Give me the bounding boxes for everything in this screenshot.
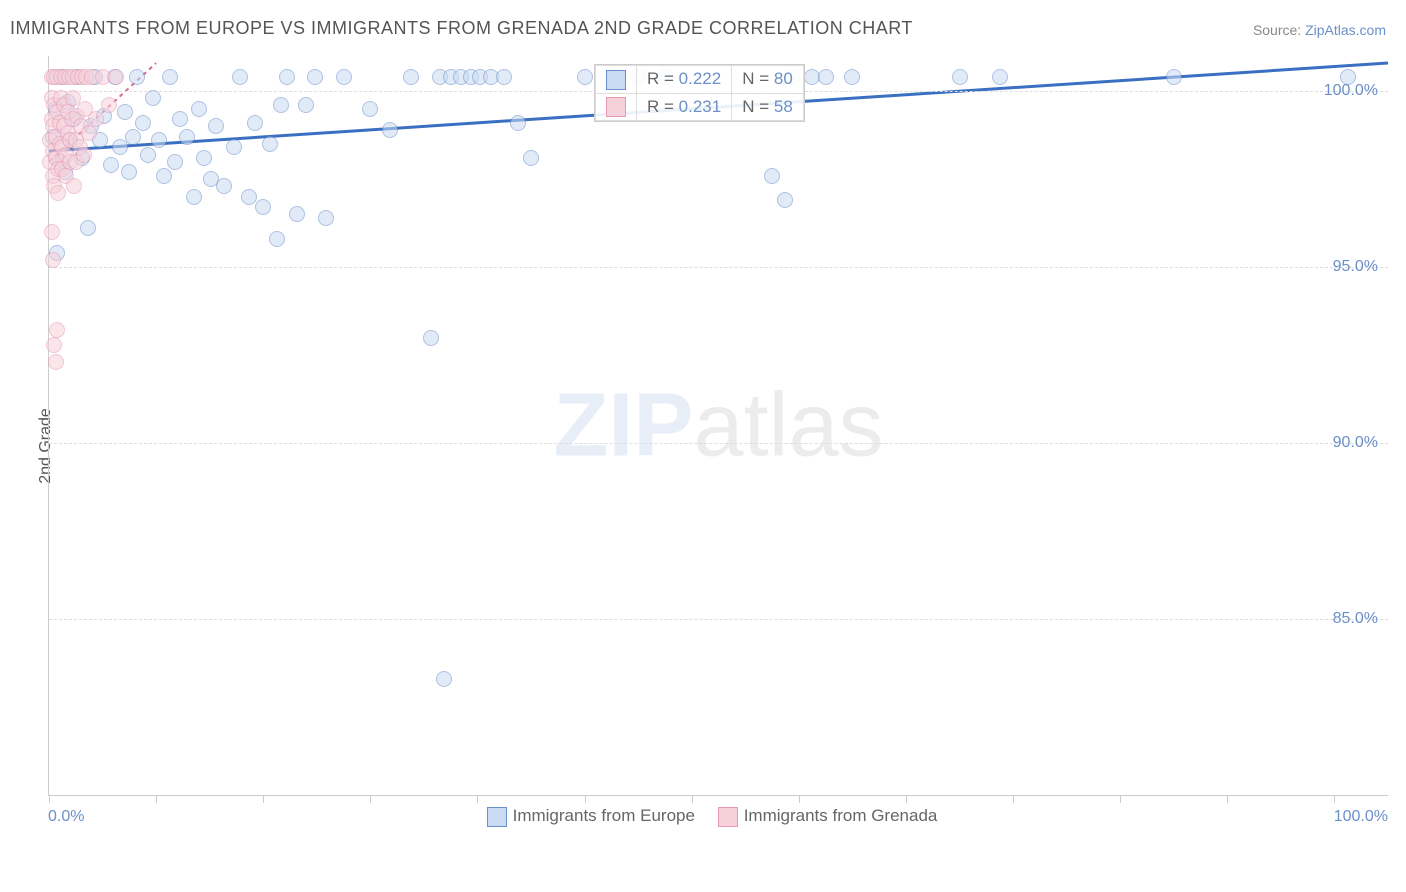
data-point: [167, 154, 183, 170]
watermark-zip: ZIP: [553, 375, 693, 475]
data-point: [423, 330, 439, 346]
data-point: [777, 192, 793, 208]
data-point: [151, 132, 167, 148]
data-point: [262, 136, 278, 152]
data-point: [496, 69, 512, 85]
gridline: [49, 619, 1388, 620]
data-point: [307, 69, 323, 85]
x-tick: [906, 795, 907, 803]
data-point: [216, 178, 232, 194]
data-point: [1166, 69, 1182, 85]
x-tick: [156, 795, 157, 803]
data-point: [101, 97, 117, 113]
data-point: [241, 189, 257, 205]
data-point: [48, 354, 64, 370]
data-point: [318, 210, 334, 226]
x-tick: [1334, 795, 1335, 803]
data-point: [247, 115, 263, 131]
data-point: [121, 164, 137, 180]
data-point: [403, 69, 419, 85]
data-point: [76, 147, 92, 163]
data-point: [952, 69, 968, 85]
data-point: [81, 125, 97, 141]
data-point: [818, 69, 834, 85]
data-point: [992, 69, 1008, 85]
y-tick-label: 90.0%: [1333, 434, 1378, 452]
data-point: [172, 111, 188, 127]
data-point: [208, 118, 224, 134]
data-point: [273, 97, 289, 113]
x-tick: [799, 795, 800, 803]
source-link[interactable]: ZipAtlas.com: [1305, 22, 1386, 38]
data-point: [117, 104, 133, 120]
data-point: [80, 220, 96, 236]
data-point: [232, 69, 248, 85]
source-credit: Source: ZipAtlas.com: [1253, 22, 1386, 38]
data-point: [764, 168, 780, 184]
legend-label-grenada: Immigrants from Grenada: [744, 806, 938, 825]
data-point: [103, 157, 119, 173]
x-tick: [585, 795, 586, 803]
data-point: [279, 69, 295, 85]
data-point: [88, 111, 104, 127]
y-tick-label: 95.0%: [1333, 258, 1378, 276]
chart-title: IMMIGRANTS FROM EUROPE VS IMMIGRANTS FRO…: [10, 18, 913, 39]
data-point: [362, 101, 378, 117]
data-point: [336, 69, 352, 85]
watermark: ZIPatlas: [553, 374, 883, 477]
data-point: [186, 189, 202, 205]
x-tick: [263, 795, 264, 803]
gridline: [49, 443, 1388, 444]
data-point: [145, 90, 161, 106]
y-tick-label: 100.0%: [1324, 82, 1378, 100]
data-point: [289, 206, 305, 222]
data-point: [510, 115, 526, 131]
source-prefix: Source:: [1253, 22, 1305, 38]
data-point: [44, 224, 60, 240]
scatter-plot: ZIPatlas 85.0% 90.0% 95.0% 100.0% R = 0.222N…: [48, 56, 1388, 796]
x-tick: [370, 795, 371, 803]
gridline: [49, 267, 1388, 268]
x-tick: [1227, 795, 1228, 803]
data-point: [844, 69, 860, 85]
x-tick: [477, 795, 478, 803]
data-point: [255, 199, 271, 215]
data-point: [156, 168, 172, 184]
data-point: [196, 150, 212, 166]
data-point: [49, 322, 65, 338]
x-tick: [1120, 795, 1121, 803]
data-point: [162, 69, 178, 85]
data-point: [523, 150, 539, 166]
data-point: [125, 129, 141, 145]
data-point: [45, 252, 61, 268]
x-tick: [49, 795, 50, 803]
legend-correlation-box: R = 0.222N = 80R = 0.231N = 58: [594, 64, 805, 122]
x-tick: [692, 795, 693, 803]
data-point: [112, 139, 128, 155]
data-point: [135, 115, 151, 131]
data-point: [298, 97, 314, 113]
data-point: [577, 69, 593, 85]
data-point: [140, 147, 156, 163]
data-point: [50, 185, 66, 201]
data-point: [129, 69, 145, 85]
data-point: [382, 122, 398, 138]
legend-bottom: Immigrants from Europe Immigrants from G…: [0, 806, 1406, 827]
data-point: [436, 671, 452, 687]
data-point: [191, 101, 207, 117]
trend-lines: [49, 56, 1388, 795]
legend-swatch-grenada: [718, 807, 738, 827]
y-tick-label: 85.0%: [1333, 610, 1378, 628]
data-point: [108, 69, 124, 85]
data-point: [1340, 69, 1356, 85]
data-point: [66, 178, 82, 194]
data-point: [179, 129, 195, 145]
data-point: [226, 139, 242, 155]
x-tick: [1013, 795, 1014, 803]
watermark-atlas: atlas: [693, 375, 883, 475]
legend-swatch-europe: [487, 807, 507, 827]
legend-label-europe: Immigrants from Europe: [513, 806, 695, 825]
data-point: [269, 231, 285, 247]
data-point: [46, 337, 62, 353]
